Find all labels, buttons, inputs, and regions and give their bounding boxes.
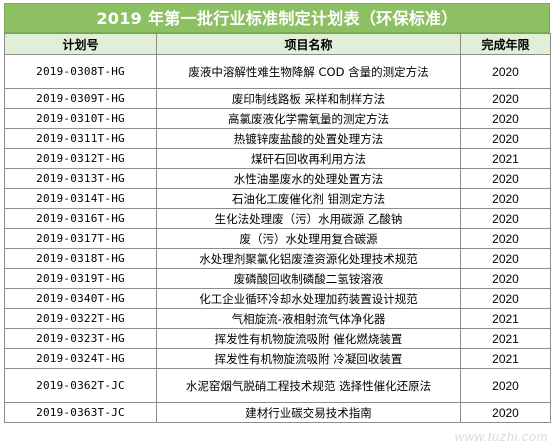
table-row: 2019-0324T-HG 挥发性有机物旋流吸附 冷凝回收装置 2021: [4, 348, 551, 369]
table-row: 2019-0317T-HG 废（污）水处理用复合碳源 2020: [4, 228, 551, 249]
completion-year-cell: 2020: [460, 402, 551, 423]
completion-year-cell: 2020: [460, 288, 551, 309]
completion-year-cell: 2020: [460, 108, 551, 129]
plan-number-cell: 2019-0318T-HG: [4, 248, 157, 269]
project-name-cell: 高氯废液化学需氧量的测定方法: [156, 108, 461, 129]
plan-number-cell: 2019-0311T-HG: [4, 128, 157, 149]
table-row: 2019-0316T-HG 生化法处理废（污）水用碳源 乙酸钠 2020: [4, 208, 551, 229]
project-name-cell: 热镀锌废盐酸的处置处理方法: [156, 128, 461, 149]
plan-number-cell: 2019-0363T-JC: [4, 402, 157, 423]
project-name-cell: 废印制线路板 采样和制样方法: [156, 88, 461, 109]
completion-year-cell: 2020: [460, 168, 551, 189]
table-row: 2019-0318T-HG 水处理剂聚氯化铝废渣资源化处理技术规范 2020: [4, 248, 551, 269]
project-name-cell: 气相旋流-液相射流气体净化器: [156, 308, 461, 329]
completion-year-cell: 2020: [460, 54, 551, 89]
completion-year-cell: 2020: [460, 228, 551, 249]
table-row: 2019-0323T-HG 挥发性有机物旋流吸附 催化燃烧装置 2021: [4, 328, 551, 349]
completion-year-cell: 2021: [460, 348, 551, 369]
completion-year-cell: 2020: [460, 248, 551, 269]
project-name-cell: 挥发性有机物旋流吸附 催化燃烧装置: [156, 328, 461, 349]
project-name-cell: 废磷酸回收制磷酸二氢铵溶液: [156, 268, 461, 289]
table-body: 2019-0308T-HG 废液中溶解性难生物降解 COD 含量的测定方法 2020…: [4, 54, 551, 423]
project-name-cell: 生化法处理废（污）水用碳源 乙酸钠: [156, 208, 461, 229]
completion-year-cell: 2021: [460, 148, 551, 169]
table-row: 2019-0322T-HG 气相旋流-液相射流气体净化器 2021: [4, 308, 551, 329]
completion-year-cell: 2020: [460, 268, 551, 289]
completion-year-cell: 2020: [460, 188, 551, 209]
table-row: 2019-0309T-HG 废印制线路板 采样和制样方法 2020: [4, 88, 551, 109]
plan-number-cell: 2019-0314T-HG: [4, 188, 157, 209]
table-row: 2019-0362T-JC 水泥窑烟气脱硝工程技术规范 选择性催化还原法 2020: [4, 368, 551, 403]
project-name-cell: 挥发性有机物旋流吸附 冷凝回收装置: [156, 348, 461, 369]
table-row: 2019-0312T-HG 煤矸石回收再利用方法 2021: [4, 148, 551, 169]
plan-number-cell: 2019-0312T-HG: [4, 148, 157, 169]
project-name-cell: 废（污）水处理用复合碳源: [156, 228, 461, 249]
completion-year-cell: 2020: [460, 368, 551, 403]
plan-number-cell: 2019-0316T-HG: [4, 208, 157, 229]
table-row: 2019-0310T-HG 高氯废液化学需氧量的测定方法 2020: [4, 108, 551, 129]
plan-number-cell: 2019-0340T-HG: [4, 288, 157, 309]
project-name-cell: 水处理剂聚氯化铝废渣资源化处理技术规范: [156, 248, 461, 269]
table-row: 2019-0314T-HG 石油化工废催化剂 钼测定方法 2020: [4, 188, 551, 209]
completion-year-cell: 2020: [460, 88, 551, 109]
table-row: 2019-0363T-JC 建材行业碳交易技术指南 2020: [4, 402, 551, 423]
header-plan-no: 计划号: [4, 33, 157, 55]
table-row: 2019-0319T-HG 废磷酸回收制磷酸二氢铵溶液 2020: [4, 268, 551, 289]
project-name-cell: 水泥窑烟气脱硝工程技术规范 选择性催化还原法: [156, 368, 461, 403]
project-name-cell: 水性油墨废水的处理处置方法: [156, 168, 461, 189]
completion-year-cell: 2021: [460, 308, 551, 329]
plan-number-cell: 2019-0317T-HG: [4, 228, 157, 249]
table-title: 2019 年第一批行业标准制定计划表（环保标准）: [4, 3, 550, 33]
plan-number-cell: 2019-0324T-HG: [4, 348, 157, 369]
table-row: 2019-0311T-HG 热镀锌废盐酸的处置处理方法 2020: [4, 128, 551, 149]
plan-number-cell: 2019-0313T-HG: [4, 168, 157, 189]
plan-number-cell: 2019-0310T-HG: [4, 108, 157, 129]
plan-number-cell: 2019-0309T-HG: [4, 88, 157, 109]
plan-number-cell: 2019-0308T-HG: [4, 54, 157, 89]
plan-number-cell: 2019-0322T-HG: [4, 308, 157, 329]
project-name-cell: 化工企业循环冷却水处理加药装置设计规范: [156, 288, 461, 309]
table-row: 2019-0313T-HG 水性油墨废水的处理处置方法 2020: [4, 168, 551, 189]
completion-year-cell: 2021: [460, 328, 551, 349]
project-name-cell: 废液中溶解性难生物降解 COD 含量的测定方法: [156, 54, 461, 89]
header-completion-year: 完成年限: [460, 33, 551, 55]
plan-number-cell: 2019-0362T-JC: [4, 368, 157, 403]
standards-table: 计划号 项目名称 完成年限 2019-0308T-HG 废液中溶解性难生物降解 C…: [4, 33, 551, 423]
completion-year-cell: 2020: [460, 128, 551, 149]
watermark: www.tuzhi.com: [454, 429, 548, 444]
table-row: 2019-0308T-HG 废液中溶解性难生物降解 COD 含量的测定方法 2020: [4, 54, 551, 89]
table-row: 2019-0340T-HG 化工企业循环冷却水处理加药装置设计规范 2020: [4, 288, 551, 309]
project-name-cell: 建材行业碳交易技术指南: [156, 402, 461, 423]
completion-year-cell: 2020: [460, 208, 551, 229]
header-project-name: 项目名称: [156, 33, 461, 55]
project-name-cell: 石油化工废催化剂 钼测定方法: [156, 188, 461, 209]
plan-number-cell: 2019-0319T-HG: [4, 268, 157, 289]
plan-number-cell: 2019-0323T-HG: [4, 328, 157, 349]
project-name-cell: 煤矸石回收再利用方法: [156, 148, 461, 169]
header-row: 计划号 项目名称 完成年限: [4, 33, 551, 55]
